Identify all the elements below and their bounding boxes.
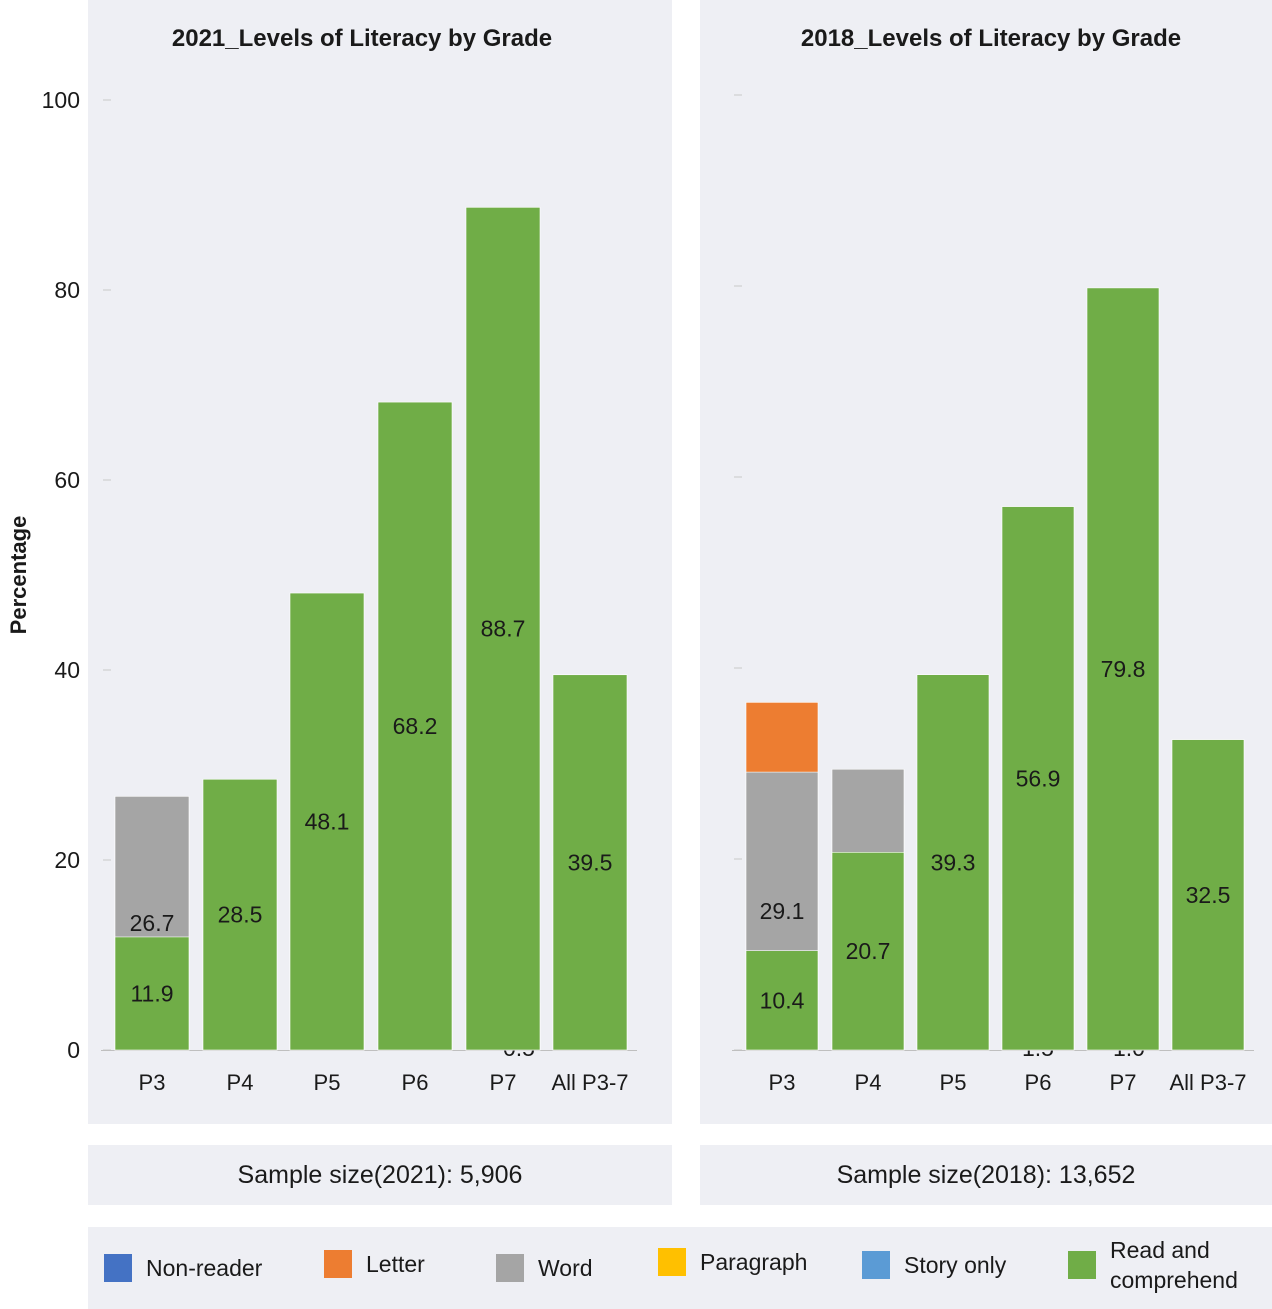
x-tick-label: P5: [940, 1070, 967, 1095]
bar-read-and-comprehend: [1001, 506, 1075, 1051]
data-label: 20.7: [846, 938, 891, 964]
chart-title-2021: 2021_Levels of Literacy by Grade: [172, 25, 552, 52]
x-tick-label: P7: [1110, 1070, 1137, 1095]
legend-item-story-only: Story only: [862, 1250, 1006, 1280]
charts-svg: 2021_Levels of Literacy by Grade 0 20 40 60 8…: [6, 25, 1254, 1095]
x-tick-label: P3: [769, 1070, 796, 1095]
data-label: 29.1: [760, 898, 805, 924]
bar-read-and-comprehend: [202, 778, 278, 1051]
data-label: 48.1: [305, 809, 350, 835]
legend-swatch-read-and-comprehend: [1068, 1251, 1096, 1279]
legend-swatch-word: [496, 1254, 524, 1282]
legend-item-word: Word: [496, 1253, 593, 1283]
bar-read-and-comprehend: [465, 207, 541, 1051]
x-tick-label: All P3-7: [1169, 1070, 1246, 1095]
bar-read-and-comprehend: [377, 401, 453, 1051]
bar-read-and-comprehend: [916, 674, 990, 1051]
data-label: 11.9: [130, 980, 173, 1006]
x-tick-label: P4: [855, 1070, 882, 1095]
legend-item-paragraph: Paragraph: [658, 1247, 807, 1277]
legend-swatch-paragraph: [658, 1248, 686, 1276]
bar-read-and-comprehend: [745, 950, 819, 1051]
y-tick-label: 80: [54, 277, 80, 303]
x-tick-label: P3: [139, 1070, 166, 1095]
data-label: 10.4: [760, 987, 805, 1013]
legend-swatch-story-only: [862, 1251, 890, 1279]
y-tick-label: 0: [67, 1037, 80, 1063]
x-tick-label: P5: [314, 1070, 341, 1095]
legend-item-letter: Letter: [324, 1249, 425, 1279]
x-tick-label: All P3-7: [551, 1070, 628, 1095]
x-tick-label: P7: [490, 1070, 517, 1095]
data-label: 79.8: [1101, 656, 1146, 682]
sample-size-2018: Sample size(2018): 13,652: [700, 1145, 1272, 1205]
chart-title-2018: 2018_Levels of Literacy by Grade: [801, 25, 1181, 52]
data-label: 39.5: [568, 849, 613, 875]
legend-swatch-letter: [324, 1250, 352, 1278]
legend: Non-reader Letter Word Paragraph Story o…: [88, 1227, 1272, 1309]
data-label: 68.2: [393, 713, 438, 739]
data-label: 28.5: [218, 902, 263, 928]
legend-label-paragraph: Paragraph: [700, 1249, 808, 1275]
y-tick-label: 40: [54, 657, 80, 683]
legend-label-word: Word: [538, 1255, 593, 1281]
data-label: 32.5: [1186, 882, 1231, 908]
data-label: 56.9: [1016, 765, 1061, 791]
sample-size-2021: Sample size(2021): 5,906: [88, 1145, 672, 1205]
legend-label-story-only: Story only: [904, 1252, 1007, 1278]
x-tick-label: P4: [227, 1070, 254, 1095]
sample-size-2021-text: Sample size(2021): 5,906: [237, 1160, 523, 1189]
data-label: 26.7: [130, 910, 175, 936]
y-tick-label: 100: [42, 87, 80, 113]
legend-label-non-reader: Non-reader: [146, 1255, 263, 1281]
legend-label-letter: Letter: [366, 1251, 425, 1277]
y-axis-title: Percentage: [6, 516, 31, 635]
data-label: 39.3: [931, 849, 976, 875]
bar-read-and-comprehend: [1171, 739, 1245, 1051]
legend-item-read-and-comprehend: Read and comprehend: [1068, 1235, 1238, 1295]
bar-read-and-comprehend: [114, 936, 190, 1051]
y-tick-label: 60: [54, 467, 80, 493]
data-label: 88.7: [481, 616, 526, 642]
legend-label-read-and-comprehend: Read and comprehend: [1110, 1237, 1238, 1293]
legend-swatch-non-reader: [104, 1254, 132, 1282]
bar-read-and-comprehend: [831, 852, 905, 1051]
bar-read-and-comprehend: [289, 592, 365, 1051]
y-tick-label: 20: [54, 847, 80, 873]
legend-item-non-reader: Non-reader: [104, 1253, 262, 1283]
sample-size-2018-text: Sample size(2018): 13,652: [836, 1160, 1136, 1189]
x-tick-label: P6: [1025, 1070, 1052, 1095]
bar-read-and-comprehend: [1086, 287, 1160, 1051]
x-tick-label: P6: [402, 1070, 429, 1095]
bar-read-and-comprehend: [552, 674, 628, 1051]
